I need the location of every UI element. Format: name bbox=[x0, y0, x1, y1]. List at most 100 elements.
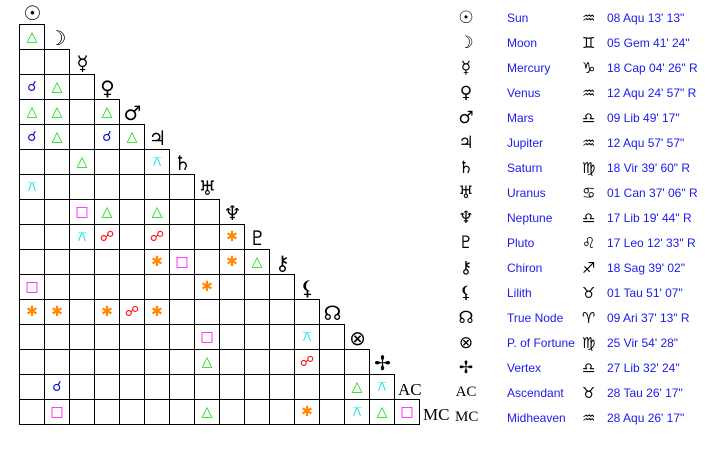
sextile-icon: ✱ bbox=[301, 404, 313, 420]
square-icon: □ bbox=[25, 279, 39, 295]
aspect-cell-empty bbox=[144, 374, 170, 400]
planet-row-moon: ☽ Moon ♊ 05 Gem 41' 24" bbox=[455, 30, 689, 55]
grid-ascendant-glyph-icon: AC bbox=[398, 380, 422, 399]
jupiter-glyph-icon: ♃ bbox=[458, 132, 474, 153]
aspect-cell-empty bbox=[44, 324, 70, 350]
planet-position: 09 Ari 37' 13" R bbox=[607, 310, 690, 325]
aspect-cell-empty bbox=[269, 399, 295, 425]
aspect-cell-sextile: ✱ bbox=[219, 249, 245, 275]
sextile-icon: ✱ bbox=[51, 304, 63, 320]
aspect-cell-empty bbox=[44, 149, 70, 175]
aspect-cell-empty bbox=[319, 349, 345, 375]
aspect-cell-trine: △ bbox=[44, 99, 70, 125]
planet-position: 01 Can 37' 06" R bbox=[607, 185, 698, 200]
aspect-cell-empty bbox=[94, 174, 120, 200]
planet-name: Lilith bbox=[507, 285, 532, 300]
sextile-icon: ✱ bbox=[201, 279, 213, 295]
aspect-cell-empty bbox=[194, 374, 220, 400]
planet-row-true-node: ☊ True Node ♈ 09 Ari 37' 13" R bbox=[455, 305, 689, 330]
conjunction-icon: ☌ bbox=[27, 129, 37, 145]
pluto-glyph-icon: ♇ bbox=[458, 232, 474, 253]
zodiac-sign-icon: ♒ bbox=[582, 408, 596, 427]
aspect-cell-empty bbox=[169, 349, 195, 375]
sextile-icon: ✱ bbox=[101, 304, 113, 320]
aspect-cell-empty bbox=[244, 274, 270, 300]
aspect-cell-empty bbox=[94, 274, 120, 300]
zodiac-sign-icon: ♉ bbox=[582, 283, 596, 302]
aspect-cell-square: □ bbox=[19, 274, 45, 300]
aspect-cell-empty bbox=[169, 299, 195, 325]
zodiac-sign-icon: ♎ bbox=[582, 358, 596, 377]
aspect-cell-empty bbox=[69, 249, 95, 275]
zodiac-sign-icon: ♌ bbox=[582, 233, 596, 252]
trine-icon: △ bbox=[51, 79, 63, 95]
planet-row-midheaven: MC Midheaven ♒ 28 Aqu 26' 17" bbox=[455, 405, 684, 430]
true-node-glyph-icon: ☊ bbox=[458, 307, 474, 328]
aspect-cell-empty bbox=[169, 324, 195, 350]
grid-venus-glyph-icon: ♀ bbox=[100, 76, 115, 100]
aspect-cell-sextile: ✱ bbox=[219, 224, 245, 250]
planet-name: P. of Fortune bbox=[507, 335, 575, 350]
aspect-cell-sextile: ✱ bbox=[94, 299, 120, 325]
aspect-cell-empty bbox=[119, 349, 145, 375]
zodiac-sign-icon: ♐ bbox=[582, 258, 596, 277]
planet-name: Saturn bbox=[507, 160, 543, 175]
opposition-icon: ☍ bbox=[149, 229, 165, 245]
aspect-cell-empty bbox=[169, 224, 195, 250]
aspect-cell-empty bbox=[19, 399, 45, 425]
aspect-cell-sextile: ✱ bbox=[19, 299, 45, 325]
aspect-cell-trine: △ bbox=[44, 74, 70, 100]
aspect-cell-empty bbox=[69, 374, 95, 400]
aspect-cell-trine: △ bbox=[194, 349, 220, 375]
aspect-cell-sextile: ✱ bbox=[294, 399, 320, 425]
aspect-cell-trine: △ bbox=[69, 149, 95, 175]
planet-name: Neptune bbox=[507, 210, 553, 225]
vertex-glyph-icon: ✢ bbox=[458, 357, 474, 378]
aspect-cell-quincunx: ⚻ bbox=[69, 224, 95, 250]
opposition-icon: ☍ bbox=[124, 304, 140, 320]
aspect-cell-conjunction: ☌ bbox=[19, 124, 45, 150]
aspect-cell-empty bbox=[69, 124, 95, 150]
grid-midheaven-glyph-icon: MC bbox=[423, 405, 450, 424]
trine-icon: △ bbox=[151, 204, 163, 220]
aspect-cell-empty bbox=[219, 324, 245, 350]
planet-row-pluto: ♇ Pluto ♌ 17 Leo 12' 33" R bbox=[455, 230, 695, 255]
grid-saturn-glyph-icon: ♄ bbox=[173, 151, 192, 175]
aspect-cell-empty bbox=[69, 74, 95, 100]
zodiac-sign-icon: ♈ bbox=[582, 308, 596, 327]
planet-position: 28 Aqu 26' 17" bbox=[607, 410, 685, 425]
sextile-icon: ✱ bbox=[226, 229, 238, 245]
planet-row-mercury: ☿ Mercury ♑ 18 Cap 04' 26" R bbox=[455, 55, 698, 80]
aspect-cell-empty bbox=[44, 199, 70, 225]
aspect-cell-square: □ bbox=[69, 199, 95, 225]
trine-icon: △ bbox=[201, 354, 213, 370]
planet-row-p-of-fortune: ⊗ P. of Fortune ♍ 25 Vir 54' 28" bbox=[455, 330, 678, 355]
aspect-cell-empty bbox=[94, 374, 120, 400]
aspect-cell-trine: △ bbox=[194, 399, 220, 425]
aspect-cell-opposition: ☍ bbox=[294, 349, 320, 375]
aspect-cell-empty bbox=[19, 49, 45, 75]
p-of-fortune-glyph-icon: ⊗ bbox=[458, 332, 474, 353]
trine-icon: △ bbox=[251, 254, 263, 270]
aspect-cell-empty bbox=[19, 249, 45, 275]
aspect-cell-square: □ bbox=[394, 399, 420, 425]
zodiac-sign-icon: ♒ bbox=[582, 133, 596, 152]
aspect-cell-empty bbox=[119, 199, 145, 225]
trine-icon: △ bbox=[51, 129, 63, 145]
aspect-cell-empty bbox=[19, 224, 45, 250]
aspect-cell-empty bbox=[319, 374, 345, 400]
planet-row-chiron: ⚷ Chiron ♐ 18 Sag 39' 02" bbox=[455, 255, 685, 280]
aspect-cell-empty bbox=[169, 174, 195, 200]
aspect-cell-empty bbox=[94, 399, 120, 425]
planet-position: 01 Tau 51' 07" bbox=[607, 285, 683, 300]
aspect-cell-quincunx: ⚻ bbox=[369, 374, 395, 400]
aspect-cell-empty bbox=[294, 374, 320, 400]
aspect-cell-empty bbox=[44, 274, 70, 300]
grid-neptune-glyph-icon: ♆ bbox=[223, 201, 242, 225]
lilith-glyph-icon: ⚸ bbox=[459, 282, 473, 303]
conjunction-icon: ☌ bbox=[102, 129, 112, 145]
planet-name: Midheaven bbox=[507, 410, 566, 425]
aspect-cell-empty bbox=[69, 299, 95, 325]
zodiac-sign-icon: ♍ bbox=[582, 158, 596, 177]
sextile-icon: ✱ bbox=[226, 254, 238, 270]
